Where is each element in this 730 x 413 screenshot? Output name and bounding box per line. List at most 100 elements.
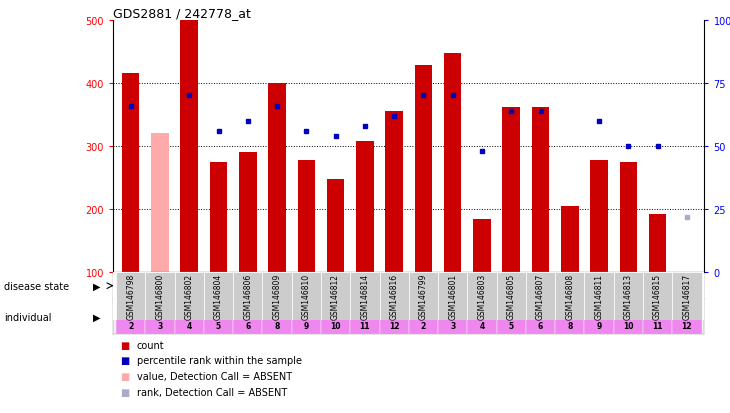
Bar	[614, 273, 643, 320]
Text: GSM146809: GSM146809	[272, 273, 282, 319]
Text: 4: 4	[187, 321, 192, 330]
Bar	[380, 299, 409, 335]
Text: 11: 11	[360, 321, 370, 330]
Bar	[385, 112, 403, 273]
Text: 3: 3	[450, 321, 456, 330]
Text: patient: patient	[617, 307, 639, 312]
Bar	[210, 162, 227, 273]
Bar	[116, 273, 409, 299]
Text: patient: patient	[353, 307, 376, 312]
Text: patient: patient	[529, 307, 552, 312]
Text: GSM146801: GSM146801	[448, 273, 457, 319]
Text: GSM146802: GSM146802	[185, 273, 193, 319]
Text: 2: 2	[128, 321, 134, 330]
Bar	[526, 299, 555, 335]
Bar	[350, 299, 380, 335]
Bar	[292, 273, 321, 320]
Text: patient: patient	[558, 307, 581, 312]
Bar	[356, 142, 374, 273]
Bar	[502, 107, 520, 273]
Text: GSM146817: GSM146817	[683, 273, 691, 319]
Bar	[116, 273, 145, 320]
Text: ■: ■	[120, 340, 130, 350]
Bar	[591, 161, 608, 273]
Text: patient: patient	[266, 307, 288, 312]
Text: patient: patient	[120, 307, 142, 312]
Text: 9: 9	[304, 321, 309, 330]
Bar	[555, 299, 585, 335]
Text: ■: ■	[120, 371, 130, 381]
Text: patient: patient	[178, 307, 201, 312]
Bar	[350, 273, 380, 320]
Bar	[585, 273, 614, 320]
Bar	[180, 21, 198, 273]
Bar	[151, 134, 169, 273]
Text: 9: 9	[596, 321, 602, 330]
Text: GDS2881 / 242778_at: GDS2881 / 242778_at	[113, 7, 251, 19]
Bar	[620, 162, 637, 273]
Text: individual: individual	[4, 312, 51, 322]
Text: GSM146812: GSM146812	[331, 273, 340, 319]
Text: 12: 12	[389, 321, 399, 330]
Text: 10: 10	[623, 321, 634, 330]
Bar	[585, 299, 614, 335]
Bar	[122, 74, 139, 273]
Text: GSM146804: GSM146804	[214, 273, 223, 319]
Bar	[239, 153, 256, 273]
Bar	[233, 273, 263, 320]
Text: 11: 11	[653, 321, 663, 330]
Text: GSM146803: GSM146803	[477, 273, 486, 319]
Bar	[526, 273, 555, 320]
Text: stage I cRCC: stage I cRCC	[451, 281, 512, 291]
Text: patient: patient	[412, 307, 434, 312]
Bar	[672, 273, 702, 320]
Text: patient: patient	[442, 307, 464, 312]
Bar	[555, 273, 585, 320]
Bar	[496, 273, 526, 320]
Bar	[321, 299, 350, 335]
Bar	[555, 273, 702, 299]
Bar	[292, 299, 321, 335]
Text: value, Detection Call = ABSENT: value, Detection Call = ABSENT	[137, 371, 291, 381]
Text: stage II cRCC: stage II cRCC	[596, 281, 661, 291]
Text: percentile rank within the sample: percentile rank within the sample	[137, 356, 301, 366]
Text: GSM146811: GSM146811	[594, 273, 604, 319]
Text: GSM146813: GSM146813	[624, 273, 633, 319]
Bar	[263, 299, 292, 335]
Text: ■: ■	[120, 387, 130, 397]
Text: 6: 6	[245, 321, 250, 330]
Bar	[409, 273, 438, 320]
Text: ▶: ▶	[93, 312, 101, 322]
Bar	[380, 273, 409, 320]
Bar	[496, 299, 526, 335]
Text: 2: 2	[420, 321, 426, 330]
Bar	[204, 273, 233, 320]
Bar	[174, 299, 204, 335]
Text: 12: 12	[682, 321, 692, 330]
Bar	[145, 273, 174, 320]
Text: 10: 10	[331, 321, 341, 330]
Text: GSM146805: GSM146805	[507, 273, 516, 319]
Text: GSM146808: GSM146808	[565, 273, 575, 319]
Bar	[649, 214, 666, 273]
Text: ■: ■	[120, 356, 130, 366]
Text: normal: normal	[245, 281, 280, 291]
Bar	[409, 273, 555, 299]
Text: 8: 8	[567, 321, 572, 330]
Bar	[643, 273, 672, 320]
Text: patient: patient	[588, 307, 610, 312]
Text: patient: patient	[676, 307, 698, 312]
Bar	[327, 179, 345, 273]
Bar	[473, 219, 491, 273]
Text: patient: patient	[646, 307, 669, 312]
Bar	[614, 299, 643, 335]
Text: count: count	[137, 340, 164, 350]
Text: 5: 5	[216, 321, 221, 330]
Text: rank, Detection Call = ABSENT: rank, Detection Call = ABSENT	[137, 387, 287, 397]
Text: patient: patient	[324, 307, 347, 312]
Text: patient: patient	[500, 307, 523, 312]
Bar	[672, 299, 702, 335]
Text: GSM146815: GSM146815	[653, 273, 662, 319]
Bar	[145, 299, 174, 335]
Bar	[233, 299, 263, 335]
